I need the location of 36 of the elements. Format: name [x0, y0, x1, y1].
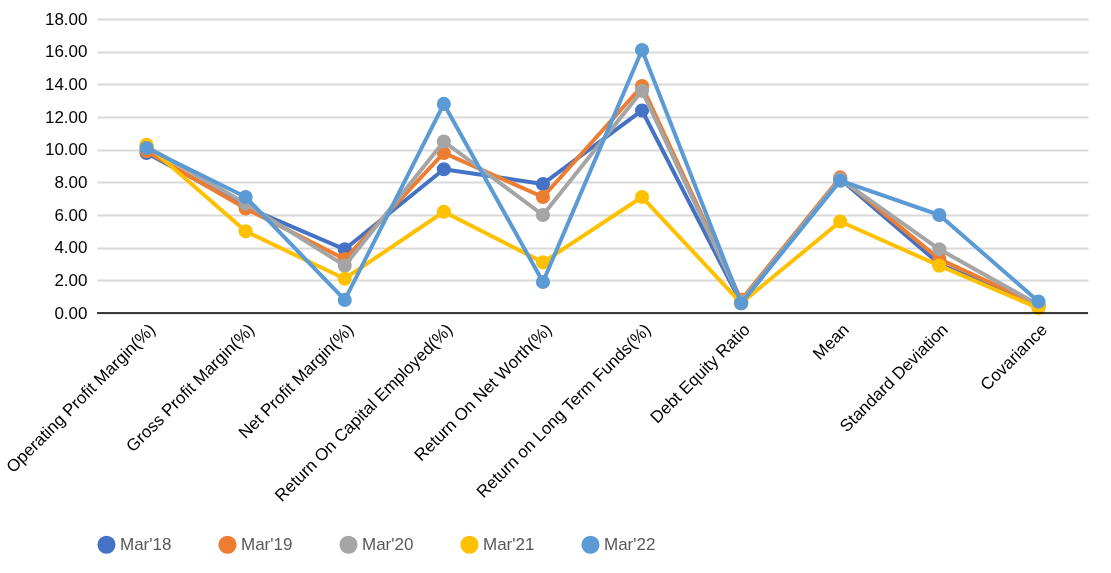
point: [436, 204, 451, 219]
legend-label: Mar'19: [241, 534, 293, 554]
point: [436, 134, 451, 149]
point: [535, 274, 551, 290]
y-tick-label: 2.00: [54, 270, 88, 290]
point: [833, 214, 848, 229]
y-tick-label: 10.00: [44, 140, 88, 160]
legend-label: Mar'21: [483, 534, 535, 554]
point: [535, 207, 551, 223]
y-tick-label: 18.00: [44, 9, 88, 29]
y-tick-label: 14.00: [44, 74, 88, 94]
point: [634, 83, 650, 98]
point: [634, 103, 650, 118]
legend-label: Mar'20: [362, 534, 414, 554]
point: [238, 189, 253, 205]
point: [634, 189, 650, 205]
point: [436, 162, 451, 177]
y-tick-label: 4.00: [54, 238, 88, 258]
point: [337, 258, 352, 273]
point: [337, 271, 352, 286]
y-tick-label: 16.00: [44, 42, 88, 62]
point: [535, 189, 551, 205]
y-tick-label: 12.00: [44, 107, 88, 127]
point: [238, 224, 253, 239]
point: [535, 255, 551, 270]
y-tick-label: 0.00: [54, 303, 88, 323]
point: [932, 207, 947, 223]
y-tick-label: 6.00: [54, 205, 88, 225]
y-tick-label: 8.00: [54, 172, 88, 192]
point: [337, 292, 352, 307]
point: [436, 96, 451, 111]
point: [634, 42, 650, 58]
point: [932, 242, 947, 257]
legend-label: Mar'22: [604, 534, 656, 554]
point: [535, 176, 551, 192]
legend-label: Mar'18: [120, 534, 172, 554]
